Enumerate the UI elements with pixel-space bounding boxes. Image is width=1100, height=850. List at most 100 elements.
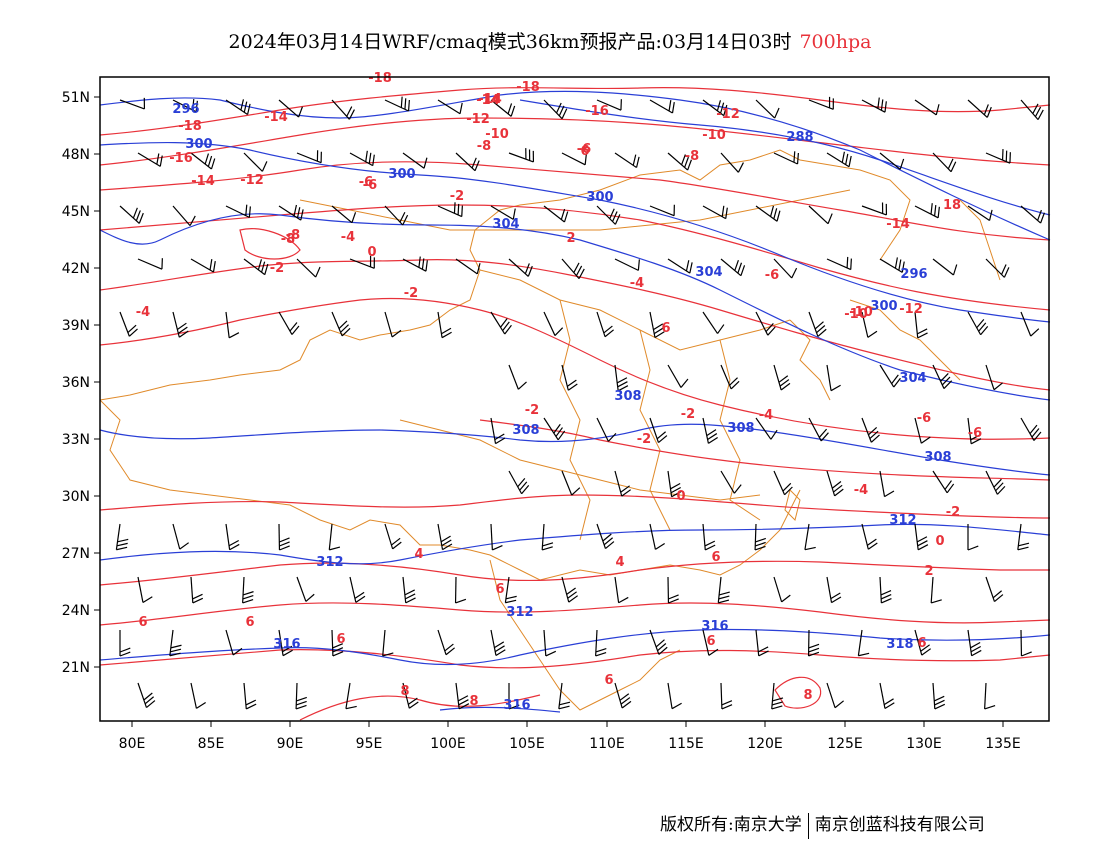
wind-barb-feather [616, 377, 628, 384]
wind-barb-feather [830, 384, 841, 392]
wind-barb-feather [459, 102, 463, 114]
wind-barb-feather [681, 154, 686, 166]
wind-barb-feather [978, 322, 987, 332]
height-contour-label: 304 [899, 371, 926, 386]
wind-barb-feather [869, 430, 879, 439]
wind-barb-feather [754, 545, 766, 551]
wind-barb-feather [178, 330, 189, 338]
wind-barb-feather [705, 544, 716, 551]
wind-barb-feather [196, 701, 206, 709]
wind-barb-feather [340, 324, 349, 333]
wind-barb-shaft [932, 364, 945, 389]
wind-barb-feather [916, 536, 928, 543]
wind-barb-feather [723, 104, 728, 116]
korea-japan-coast [789, 199, 1001, 401]
height-contour-label: 308 [614, 389, 641, 404]
lat-label: 30N [62, 489, 90, 505]
wind-barb-shaft [437, 629, 447, 655]
wind-barb-feather [804, 546, 816, 551]
temp-contour-7 [479, 419, 1051, 481]
wind-barb-feather [755, 537, 766, 543]
wind-barb-feather [687, 159, 692, 171]
wind-barb-shaft [649, 629, 660, 655]
wind-barb-feather [721, 205, 725, 217]
wind-barb-shaft [137, 682, 148, 708]
height-contour-label: 318 [886, 637, 913, 652]
wind-barb-feather [1018, 542, 1030, 547]
wind-barb-shaft [543, 629, 547, 656]
wind-barb-feather [558, 705, 570, 710]
wind-barb-feather [441, 539, 452, 547]
wind-barb-feather [404, 98, 407, 110]
wind-barb-feather [519, 481, 528, 491]
temperature-contour-label: -16 [585, 104, 609, 119]
lon-label: 135E [985, 736, 1021, 752]
wind-barb-feather [228, 332, 240, 339]
wind-barb-feather [332, 647, 344, 653]
temp-contour-14 [239, 228, 301, 260]
wind-barb-shaft [861, 311, 869, 338]
wind-barb-shaft [702, 523, 706, 550]
wind-barb-feather [407, 99, 410, 112]
wind-barb-feather [831, 481, 842, 489]
wind-barb-feather [573, 262, 580, 273]
wind-barb-feather [950, 161, 957, 172]
wind-barb-feather [708, 436, 718, 444]
wind-barb-feather [680, 378, 689, 388]
wind-barb-feather [930, 203, 933, 215]
wind-barb-feather [138, 212, 144, 224]
temp-contour-3 [99, 161, 1051, 241]
wind-barb-feather [204, 153, 210, 165]
wind-barb-feather [846, 256, 849, 268]
wind-barb-shaft [278, 311, 293, 335]
wind-barb-shaft [702, 311, 719, 334]
wind-barb-feather [566, 379, 577, 387]
wind-barb-feather [296, 700, 307, 706]
lat-label: 39N [62, 318, 90, 334]
wind-barb-feather [970, 645, 981, 653]
wind-barb-feather [517, 381, 527, 390]
wind-barb-feather [721, 704, 733, 710]
wind-barb-feather [575, 265, 583, 276]
wind-barb-feather [808, 647, 820, 653]
wind-barb-feather [656, 431, 667, 440]
wind-barb-feather [232, 647, 243, 656]
wind-barb-feather [595, 648, 607, 653]
wind-barb-feather [567, 591, 577, 599]
wind-barb-shaft [984, 682, 987, 709]
wind-barb-feather [814, 321, 824, 330]
map-title: 2024年03月14日WRF/cmaq模式36km预报产品:03月14日03时 7… [0, 27, 1100, 54]
wind-barb-feather [603, 325, 613, 334]
wind-barb-feather [517, 477, 526, 488]
wind-barb-shaft [296, 258, 317, 278]
wind-barb-shaft [826, 364, 832, 391]
wind-barb-shaft [190, 576, 194, 603]
height-contour-label: 304 [492, 217, 519, 232]
wind-barb-shaft [243, 682, 247, 709]
footer-separator [807, 812, 809, 839]
wind-barb-feather [791, 267, 798, 279]
axis-ticks: 80E 85E 90E 95E 100E 105E 110E 115E 120E 125E 130E… [62, 90, 1021, 752]
wind-barb-feather [559, 701, 571, 706]
wind-barb-feather [619, 693, 630, 701]
wind-barb-shaft [667, 682, 673, 709]
wind-barb-shaft [755, 205, 778, 222]
wind-barb-feather [716, 100, 722, 112]
wind-barb-feather [614, 214, 621, 225]
wind-barb-shaft [243, 152, 263, 172]
wind-barb-shaft [879, 364, 895, 388]
title-main: 2024年03月14日WRF/cmaq模式36km预报产品:03月14日03时 [228, 31, 792, 53]
temperature-contour-label: -6 [359, 175, 373, 190]
wind-barb-feather [730, 380, 740, 390]
wind-barb-feather [159, 155, 163, 167]
temperature-contour-label: 6 [917, 636, 926, 651]
wind-barb-feather [332, 651, 344, 657]
temperature-contour-label: -4 [854, 483, 868, 498]
wind-barb-shaft [804, 523, 810, 550]
hgt-contour-316 [99, 628, 1051, 666]
wind-barb-feather [195, 100, 198, 112]
wind-barb-feather [404, 589, 415, 596]
lon-label: 120E [747, 736, 783, 752]
height-contour-label: 312 [889, 513, 916, 528]
wind-barb-feather [143, 692, 153, 701]
